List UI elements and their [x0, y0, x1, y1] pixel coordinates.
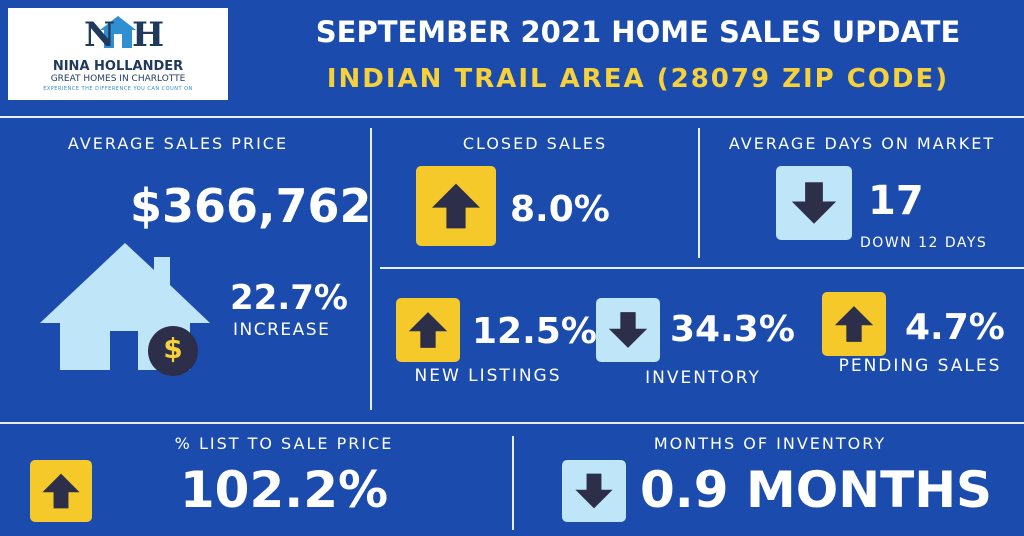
arrow-icon [575, 473, 613, 509]
divider [370, 128, 372, 410]
direction-box [396, 298, 460, 362]
logo-letter: N [84, 15, 116, 55]
arrow-icon [408, 312, 448, 348]
change-label: INCREASE [233, 320, 331, 340]
logo-slogan: EXPERIENCE THE DIFFERENCE YOU CAN COUNT … [43, 86, 193, 92]
direction-box [776, 166, 852, 240]
dollar-circle [148, 326, 198, 376]
metric-value: 34.3% [670, 309, 795, 350]
metric-value: 0.9 MONTHS [640, 461, 993, 519]
metric-value: $366,762 [130, 179, 372, 233]
metric-label: AVERAGE DAYS ON MARKET [728, 134, 996, 153]
arrow-up [42, 473, 80, 509]
metric-note: DOWN 12 DAYS [860, 235, 988, 251]
arrow-icon [791, 182, 837, 224]
metric-label: MONTHS OF INVENTORY [653, 434, 887, 453]
metric-label: NEW LISTINGS [414, 366, 562, 386]
logo-house [100, 16, 136, 48]
metric-label: % LIST TO SALE PRICE [174, 434, 394, 453]
house-icon [40, 243, 210, 376]
arrow-icon [432, 183, 480, 229]
arrow-icon [834, 306, 874, 342]
arrow-down [791, 182, 837, 224]
logo-door [114, 34, 122, 48]
metric-value: 8.0% [510, 189, 610, 230]
direction-box [416, 166, 496, 246]
metric-value: 12.5% [472, 311, 597, 352]
divider [0, 116, 1024, 118]
arrow-down [575, 473, 613, 509]
house-door [110, 331, 138, 370]
logo-tagline: GREAT HOMES IN CHARLOTTE [50, 74, 186, 84]
title: SEPTEMBER 2021 HOME SALES UPDATE [315, 15, 961, 49]
metric-label: PENDING SALES [838, 356, 1002, 376]
arrow-up [432, 183, 480, 229]
arrow-icon [42, 473, 80, 509]
metric-label: INVENTORY [645, 368, 761, 388]
metric-value: 17 [868, 178, 924, 224]
divider [698, 128, 700, 258]
metric-value: 102.2% [179, 461, 389, 519]
arrow-down [608, 312, 648, 348]
logo-letter: H [132, 15, 165, 55]
metric-label: AVERAGE SALES PRICE [67, 134, 289, 153]
metric-label: CLOSED SALES [462, 134, 608, 153]
logo: N H NINA HOLLANDER GREAT HOMES IN CHARLO… [8, 8, 228, 100]
change-value: 22.7% [230, 278, 348, 318]
dollar-symbol: $ [163, 332, 183, 365]
logo-name: NINA HOLLANDER [52, 59, 184, 74]
direction-box [822, 292, 886, 356]
subtitle: INDIAN TRAIL AREA (28079 ZIP CODE) [326, 64, 950, 94]
divider [512, 436, 514, 530]
logo-mark [100, 16, 136, 48]
arrow-icon [608, 312, 648, 348]
arrow-up [834, 306, 874, 342]
metric-value: 4.7% [905, 307, 1005, 348]
arrow-up [408, 312, 448, 348]
direction-box [30, 460, 92, 522]
divider [380, 267, 1024, 269]
direction-box [596, 298, 660, 362]
direction-box [562, 460, 626, 522]
divider [0, 422, 1024, 424]
